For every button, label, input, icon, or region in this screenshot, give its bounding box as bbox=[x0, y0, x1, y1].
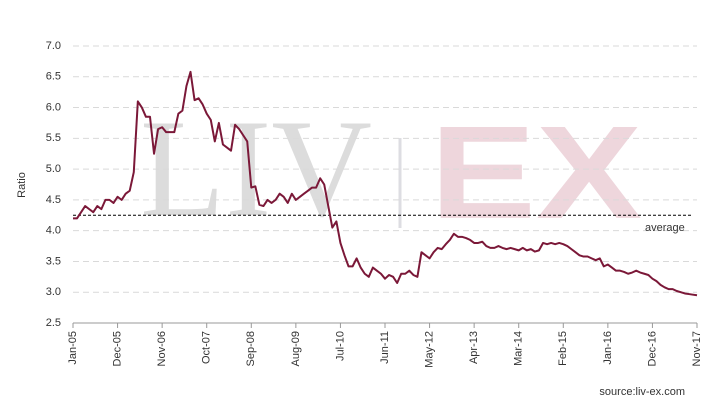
x-tick-label: Dec-16 bbox=[646, 331, 658, 366]
average-label: average bbox=[645, 222, 685, 234]
data-line bbox=[73, 70, 698, 297]
x-tick-label: Sep-08 bbox=[245, 331, 257, 366]
x-tick-label: Feb-15 bbox=[557, 331, 569, 366]
y-tick-label: 4.0 bbox=[46, 225, 61, 237]
y-tick-label: 2.5 bbox=[46, 317, 61, 329]
x-tick-label: Nov-17 bbox=[691, 331, 703, 366]
source: source:liv-ex.com bbox=[599, 386, 685, 398]
y-tick-label: 5.0 bbox=[46, 163, 61, 175]
y-tick-label: 6.0 bbox=[46, 101, 61, 113]
x-tick-label: Dec-05 bbox=[111, 331, 123, 366]
x-tick-label: Apr-13 bbox=[468, 331, 480, 364]
y-tick-label: 7.0 bbox=[46, 40, 61, 52]
y-tick-label: 4.5 bbox=[46, 194, 61, 206]
x-tick-label: Oct-07 bbox=[201, 331, 213, 364]
x-tick-label: May-12 bbox=[423, 331, 435, 368]
y-tick-label: 5.5 bbox=[46, 132, 61, 144]
x-tick-label: Jan-16 bbox=[602, 331, 614, 365]
y-tick-label: 3.5 bbox=[46, 255, 61, 267]
watermark-right: EX bbox=[430, 99, 642, 246]
y-axis-label: Ratio bbox=[16, 172, 28, 198]
x-tick-label: Nov-06 bbox=[156, 331, 168, 366]
x-tick-label: Jan-05 bbox=[67, 331, 79, 365]
x-tick-label: Aug-09 bbox=[290, 331, 302, 366]
x-tick-label: Mar-14 bbox=[513, 331, 525, 366]
x-tick-label: Jun-11 bbox=[379, 331, 391, 364]
y-tick-label: 6.5 bbox=[46, 71, 61, 83]
y-tick-label: 3.0 bbox=[46, 286, 61, 298]
x-tick-label: Jul-10 bbox=[334, 331, 346, 361]
